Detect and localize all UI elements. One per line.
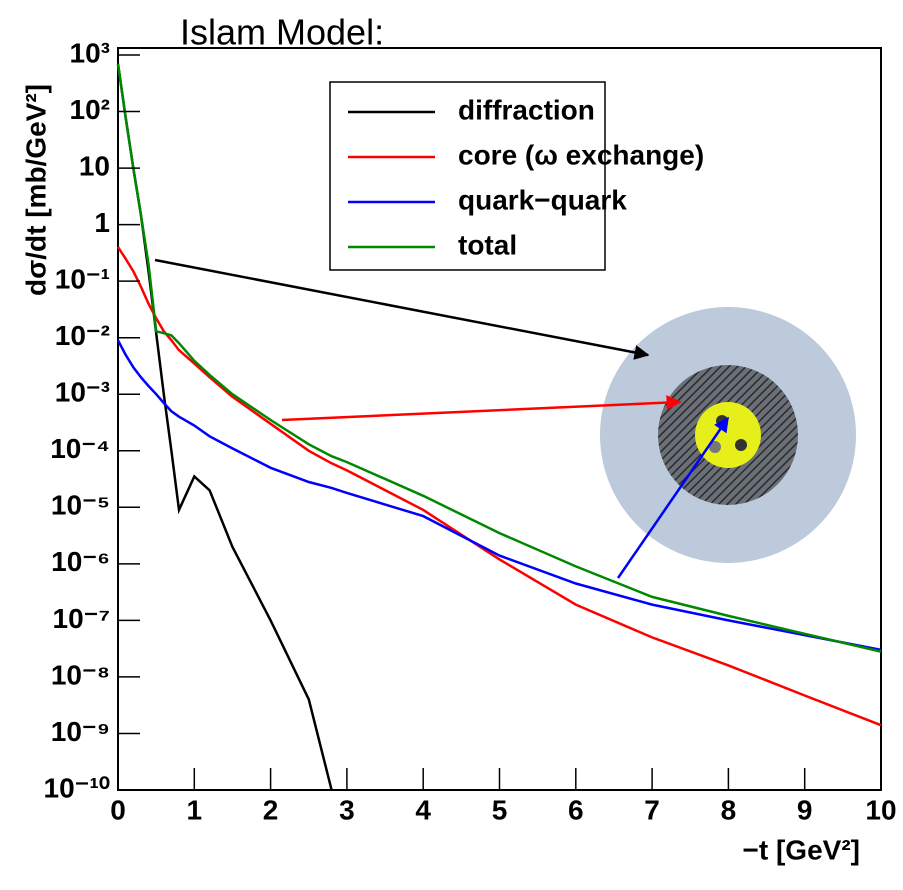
y-tick-label: 10⁻⁶ [51, 546, 110, 577]
legend-label: core (ω exchange) [458, 139, 704, 170]
quark-region [695, 402, 761, 468]
x-tick-label: 6 [568, 794, 584, 825]
y-axis-label: dσ/dt [mb/GeV²] [20, 84, 51, 296]
quark [735, 439, 747, 451]
x-tick-label: 0 [110, 794, 126, 825]
x-tick-label: 5 [492, 794, 508, 825]
chart: Islam Model: −t [GeV²] dσ/dt [mb/GeV²] 0… [0, 0, 903, 885]
y-tick-label: 10⁻⁷ [53, 603, 110, 634]
y-tick-label: 10⁻³ [55, 377, 110, 408]
y-tick-label: 10 [79, 150, 110, 181]
legend-label: quark−quark [458, 184, 627, 215]
series-line [118, 64, 332, 790]
x-tick-label: 1 [187, 794, 203, 825]
x-tick-label: 9 [797, 794, 813, 825]
x-tick-label: 3 [339, 794, 355, 825]
chart-title: Islam Model: [180, 12, 384, 53]
page: {"chart_data": {"type": "line", "title":… [0, 0, 903, 885]
y-tick-label: 10³ [70, 37, 110, 68]
y-tick-label: 10⁻⁸ [51, 659, 110, 690]
y-tick-label: 10⁻⁵ [51, 490, 110, 521]
legend-label: diffraction [458, 94, 595, 125]
x-tick-label: 10 [865, 794, 896, 825]
x-axis-label: −t [GeV²] [743, 834, 860, 865]
y-tick-label: 10⁻¹ [55, 264, 110, 295]
y-tick-label: 10⁻⁹ [51, 716, 110, 747]
x-tick-label: 4 [415, 794, 431, 825]
legend-label: total [458, 229, 517, 260]
y-tick-label: 10⁻² [55, 320, 110, 351]
y-tick-label: 10⁻⁴ [50, 433, 110, 464]
x-tick-label: 8 [721, 794, 737, 825]
y-tick-label: 10² [70, 94, 110, 125]
x-tick-label: 7 [644, 794, 660, 825]
x-tick-label: 2 [263, 794, 279, 825]
arrow [155, 260, 648, 355]
y-tick-label: 1 [94, 207, 110, 238]
proton-illustration [600, 307, 856, 563]
y-tick-label: 10⁻¹⁰ [44, 772, 110, 803]
